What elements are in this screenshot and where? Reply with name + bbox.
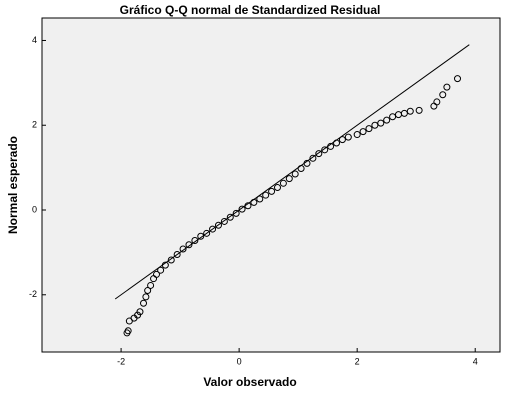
point <box>136 308 144 316</box>
point <box>238 205 246 213</box>
point <box>415 106 423 114</box>
point <box>327 142 335 150</box>
y-tick-label: -2 <box>29 289 37 299</box>
point <box>173 251 181 259</box>
chart-title: Gráfico Q-Q normal de Standardized Resid… <box>120 3 381 17</box>
point <box>157 266 165 274</box>
point <box>250 198 258 206</box>
point <box>303 159 311 167</box>
point <box>197 232 205 240</box>
y-tick-label: 0 <box>32 204 37 214</box>
point <box>433 98 441 106</box>
point <box>400 109 408 117</box>
point <box>333 139 341 147</box>
point <box>209 225 217 233</box>
point <box>226 213 234 221</box>
point <box>338 136 346 144</box>
y-axis-label: Normal esperado <box>6 136 20 234</box>
point <box>214 221 222 229</box>
point <box>353 131 361 139</box>
point <box>383 116 391 124</box>
point <box>142 293 150 301</box>
point <box>262 191 270 199</box>
point <box>297 164 305 172</box>
point <box>161 261 169 269</box>
plot-area <box>41 17 501 353</box>
point <box>377 119 385 127</box>
point <box>256 195 264 203</box>
x-tick-label: 2 <box>355 356 360 366</box>
point <box>167 256 175 264</box>
point <box>191 237 199 245</box>
point <box>371 121 379 129</box>
point <box>285 175 293 183</box>
x-axis-label: Valor observado <box>203 375 296 389</box>
point <box>124 327 132 335</box>
x-tick-label: 0 <box>237 356 242 366</box>
point <box>220 217 228 225</box>
point <box>365 125 373 133</box>
reference-line <box>114 44 470 300</box>
point <box>153 270 160 278</box>
point <box>268 187 276 195</box>
point <box>185 241 193 249</box>
point <box>244 202 252 210</box>
point <box>179 245 187 253</box>
point <box>454 75 462 83</box>
point <box>291 170 299 178</box>
point <box>315 150 323 158</box>
point <box>443 83 451 91</box>
point <box>359 128 367 136</box>
y-tick-label: 2 <box>32 120 37 130</box>
point <box>309 154 317 162</box>
point <box>389 113 397 121</box>
point <box>140 299 148 307</box>
point <box>406 107 414 115</box>
point <box>439 91 447 99</box>
x-tick-label: 4 <box>473 356 478 366</box>
point <box>232 209 240 217</box>
y-tick-label: 4 <box>32 35 37 45</box>
point <box>279 179 287 187</box>
point <box>321 146 329 154</box>
point <box>273 184 281 192</box>
point <box>144 287 152 295</box>
point <box>344 133 352 141</box>
point <box>203 229 211 237</box>
point <box>147 281 155 289</box>
x-tick-label: -2 <box>117 356 125 366</box>
